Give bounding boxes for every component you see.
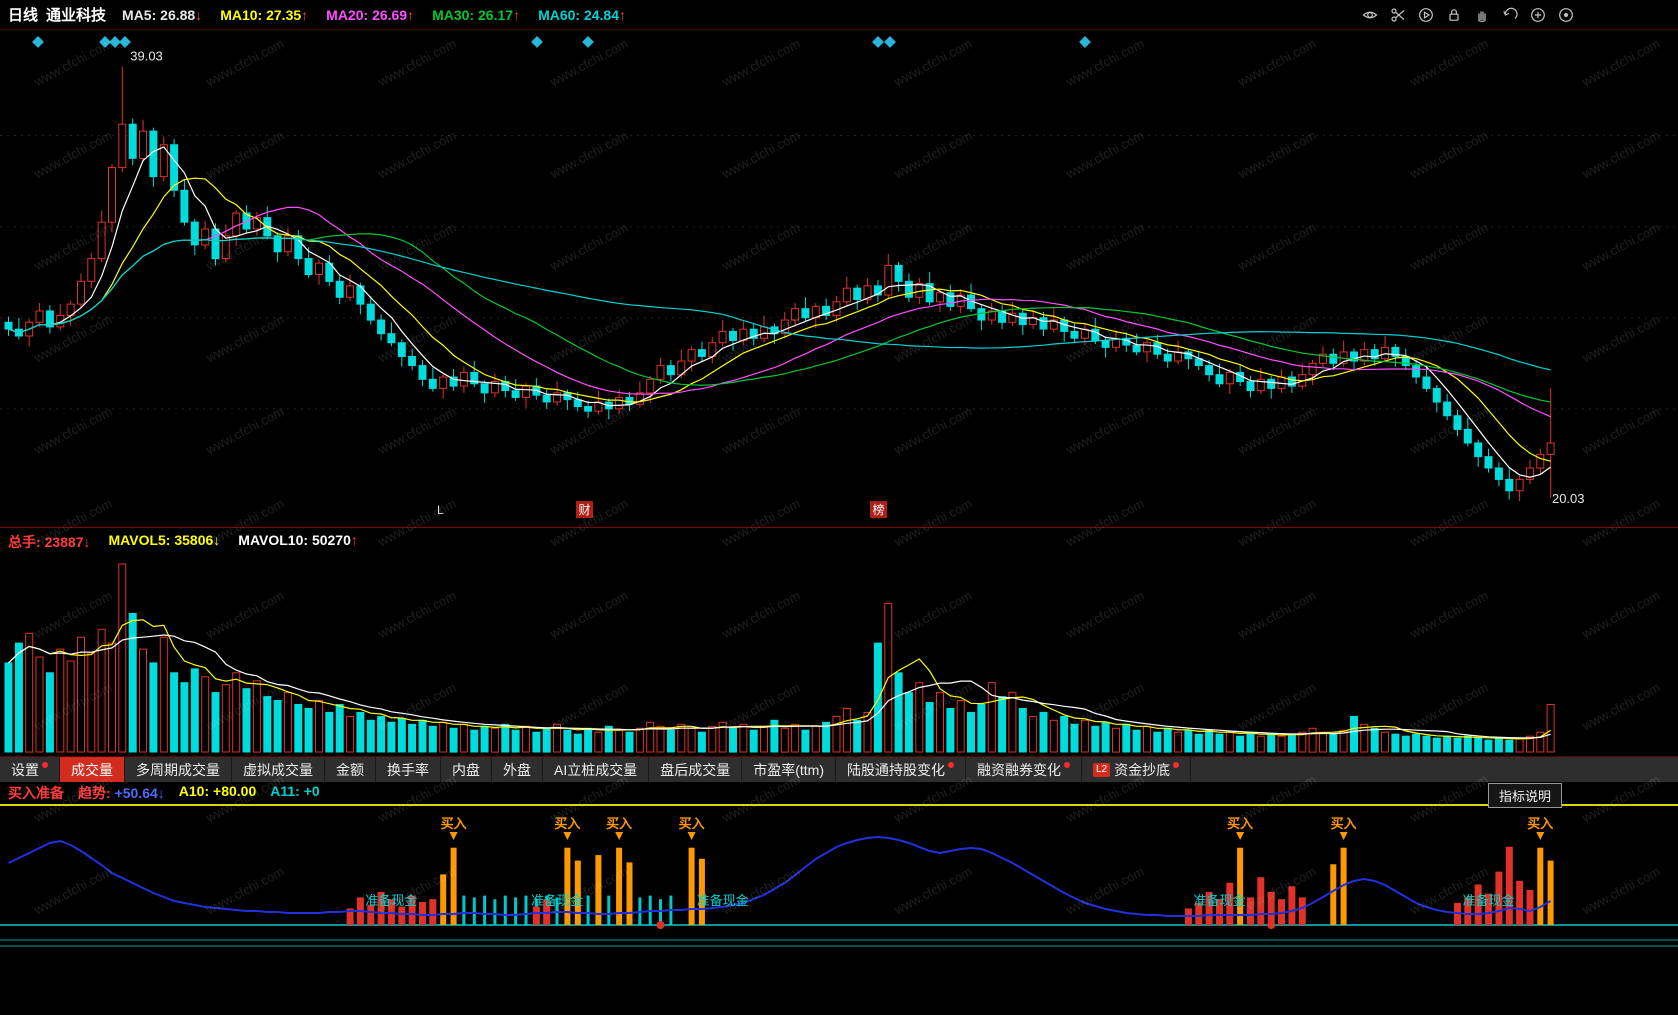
- ma-lines: [8, 146, 1551, 478]
- svg-text:准备现金: 准备现金: [1193, 893, 1245, 908]
- svg-text:买入: 买入: [441, 816, 467, 831]
- ma-stat-3: MA30: 26.17↑: [432, 6, 521, 23]
- svg-text:买入: 买入: [554, 816, 580, 831]
- l2-badge: L2: [1093, 762, 1111, 777]
- signal-indicator-header: 买入准备 趋势: +50.64↓ A10: +80.00 A11: +0 指标说明: [0, 782, 1678, 808]
- tab-资金抄底[interactable]: L2 资金抄底: [1082, 757, 1192, 782]
- candles[interactable]: [4, 66, 1555, 502]
- volume-panel[interactable]: [0, 554, 1678, 756]
- tab-盘后成交量[interactable]: 盘后成交量: [649, 757, 743, 782]
- svg-text:准备现金: 准备现金: [365, 893, 417, 908]
- notification-dot-icon: [948, 762, 954, 768]
- chart-toolbar: [1362, 7, 1574, 23]
- baseline-dots: [656, 921, 1276, 929]
- symbol-name[interactable]: 通业科技: [46, 7, 107, 24]
- tab-外盘[interactable]: 外盘: [492, 757, 543, 782]
- svg-text:买入: 买入: [679, 816, 705, 831]
- svg-text:买入: 买入: [1227, 816, 1253, 831]
- tab-label: 换手率: [387, 761, 429, 778]
- svg-text:买入: 买入: [606, 816, 632, 831]
- plus-icon[interactable]: [1530, 7, 1546, 23]
- record-icon[interactable]: [1558, 7, 1574, 23]
- vol-stat-0: 总手: 23887↓: [8, 533, 91, 550]
- play-icon[interactable]: [1418, 7, 1434, 23]
- tab-金额[interactable]: 金额: [325, 757, 376, 782]
- orange-buy-bars: [440, 847, 1554, 925]
- tab-label: 市盈率(ttm): [753, 761, 824, 778]
- undo-icon[interactable]: [1502, 7, 1518, 23]
- svg-text:准备现金: 准备现金: [697, 893, 749, 908]
- peak-price-label: 39.03: [130, 49, 163, 64]
- volume-values: 总手: 23887↓ MAVOL5: 35806↓ MAVOL10: 50270↑: [8, 532, 358, 552]
- diamond-markers[interactable]: [32, 36, 1091, 48]
- tab-label: 金额: [336, 761, 364, 778]
- tab-label: 成交量: [71, 761, 113, 778]
- ma-stat-0: MA5: 26.88↓: [122, 6, 203, 23]
- tab-内盘[interactable]: 内盘: [441, 757, 492, 782]
- tab-label: AI立桩成交量: [554, 761, 638, 778]
- tab-陆股通持股变化[interactable]: 陆股通持股变化: [836, 757, 966, 782]
- period-label[interactable]: 日线: [8, 7, 39, 24]
- svg-text:买入: 买入: [1331, 816, 1357, 831]
- signal-panel[interactable]: 买入 买入 买入 买入 买入 买入 买入准备现金 准备现金 准备现金 准备现金 准备现金: [0, 808, 1678, 948]
- tab-市盈率(ttm)[interactable]: 市盈率(ttm): [742, 757, 836, 782]
- lock-icon[interactable]: [1446, 7, 1462, 23]
- tab-label: 虚拟成交量: [243, 761, 313, 778]
- indicator-help-button[interactable]: 指标说明: [1487, 783, 1562, 808]
- mavol-lines: [8, 619, 1551, 740]
- vol-stat-1: MAVOL5: 35806↓: [108, 531, 221, 548]
- chart-header-bar: 日线 通业科技 MA5: 26.88↓ MA10: 27.35↑ MA20: 26.…: [0, 0, 1678, 30]
- indicator-tab-bar: 设置 成交量 多周期成交量 虚拟成交量 金额 换手率 内盘 外盘 AI立桩成交量 盘后成交量 市盈率…: [0, 756, 1678, 782]
- candlestick-panel[interactable]: 39.03 20.03 L 财 榜: [0, 30, 1678, 528]
- tab-换手率[interactable]: 换手率: [376, 757, 441, 782]
- volume-bars[interactable]: [4, 563, 1555, 753]
- cash-signal-labels: 准备现金 准备现金 准备现金 准备现金 准备现金: [365, 893, 1514, 908]
- svg-text:买入: 买入: [1527, 816, 1553, 831]
- tab-label: 陆股通持股变化: [847, 761, 945, 778]
- volume-header: 总手: 23887↓ MAVOL5: 35806↓ MAVOL10: 50270↑: [0, 529, 1678, 554]
- buy-signal-labels: 买入 买入 买入 买入 买入 买入 买入: [441, 816, 1553, 840]
- notification-dot-icon: [1064, 762, 1070, 768]
- trend-line: [8, 835, 1552, 917]
- tab-label: 融资融券变化: [977, 761, 1061, 778]
- tab-label: 多周期成交量: [136, 761, 220, 778]
- tab-融资融券变化[interactable]: 融资融券变化: [966, 757, 1082, 782]
- hand-icon[interactable]: [1474, 7, 1490, 23]
- tab-label: 盘后成交量: [660, 761, 731, 778]
- scissors-icon[interactable]: [1390, 7, 1406, 23]
- ma-stat-2: MA20: 26.69↑: [326, 6, 415, 23]
- ind-stat-2: A11: +0: [270, 783, 320, 799]
- indicator-values: 趋势: +50.64↓ A10: +80.00 A11: +0: [78, 783, 320, 803]
- ma-stat-1: MA10: 27.35↑: [220, 6, 309, 23]
- ind-stat-1: A10: +80.00: [178, 783, 257, 799]
- tab-label: 外盘: [503, 761, 531, 778]
- notification-dot-icon: [42, 762, 48, 768]
- svg-text:准备现金: 准备现金: [1462, 893, 1514, 908]
- tab-设置[interactable]: 设置: [0, 757, 60, 782]
- low-price-label: 20.03: [1552, 491, 1585, 506]
- tab-成交量[interactable]: 成交量: [60, 757, 125, 782]
- svg-text:榜: 榜: [873, 502, 885, 517]
- red-signal-bars: [346, 846, 1534, 925]
- svg-text:财: 财: [579, 503, 591, 517]
- tab-AI立桩成交量[interactable]: AI立桩成交量: [543, 757, 650, 782]
- ma-stat-4: MA60: 24.84↑: [538, 6, 627, 23]
- ma-values: MA5: 26.88↓ MA10: 27.35↑ MA20: 26.69↑ MA30:…: [122, 7, 626, 23]
- vol-stat-2: MAVOL10: 50270↑: [238, 531, 358, 548]
- tab-label: 资金抄底: [1114, 761, 1171, 778]
- eye-icon[interactable]: [1362, 7, 1378, 23]
- ind-stat-0: 趋势: +50.64↓: [78, 785, 165, 801]
- notification-dot-icon: [1173, 762, 1180, 768]
- svg-text:L: L: [437, 503, 444, 517]
- svg-text:准备现金: 准备现金: [531, 893, 583, 908]
- tab-label: 设置: [11, 761, 39, 778]
- tab-label: 内盘: [452, 761, 480, 778]
- tab-多周期成交量[interactable]: 多周期成交量: [125, 757, 232, 782]
- tab-虚拟成交量[interactable]: 虚拟成交量: [232, 757, 325, 782]
- indicator-name: 买入准备: [8, 785, 64, 801]
